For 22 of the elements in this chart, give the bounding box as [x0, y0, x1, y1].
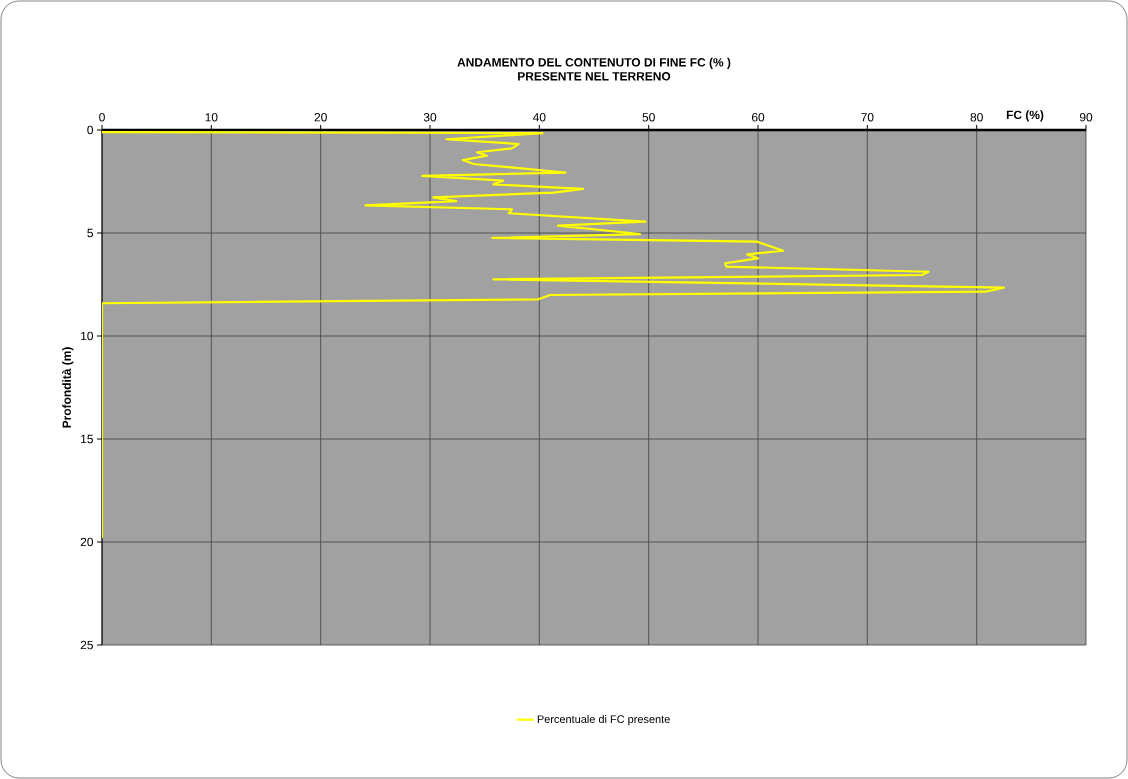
y-tick-label: 20 — [80, 537, 94, 547]
x-tick-label: 90 — [1079, 113, 1093, 122]
chart-title: ANDAMENTO DEL CONTENUTO DI FINE FC (% ) — [457, 57, 731, 69]
line-series — [102, 130, 1006, 539]
x-tick-label: 20 — [314, 113, 327, 122]
x-tick-label: 30 — [423, 113, 437, 122]
legend-label: Percentuale di FC presente — [537, 714, 670, 726]
x-tick-label: 40 — [532, 113, 546, 122]
x-tick-label: 60 — [751, 113, 765, 122]
x-tick-label: 70 — [861, 113, 874, 122]
x-tick-label: 0 — [99, 113, 105, 122]
x-tick-label: 50 — [642, 113, 655, 122]
y-tick-label: 25 — [80, 640, 93, 650]
x-axis-title: FC (%) — [1006, 110, 1044, 122]
y-tick-label: 0 — [87, 125, 94, 135]
y-axis-title: Profondità (m) — [62, 347, 74, 428]
x-tick-label: 80 — [970, 113, 983, 122]
chart-subtitle: PRESENTE NEL TERRENO — [518, 72, 671, 81]
x-tick-label: 10 — [205, 113, 218, 122]
y-tick-label: 5 — [87, 228, 93, 238]
y-tick-label: 10 — [81, 331, 94, 341]
y-tick-label: 15 — [81, 434, 93, 444]
